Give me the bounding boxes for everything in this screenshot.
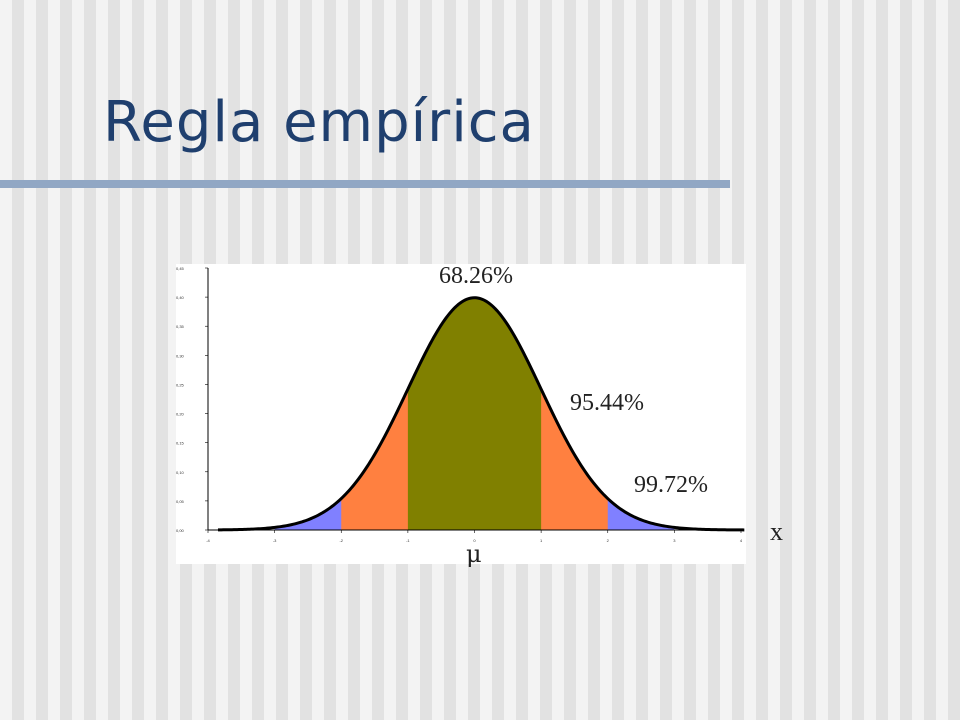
y-tick-label: 0,25 — [176, 382, 185, 387]
x-tick-label: -4 — [206, 538, 210, 543]
x-tick-label: 2 — [607, 538, 610, 543]
x-tick-label: -2 — [339, 538, 343, 543]
y-tick-label: 0,20 — [176, 412, 185, 417]
y-tick-label: 0,40 — [176, 295, 185, 300]
y-tick-label: 0,10 — [176, 470, 185, 475]
normal-curve — [217, 296, 745, 532]
y-tick-label: 0,30 — [176, 353, 185, 358]
y-tick-label: 0,00 — [176, 528, 185, 533]
band-within-1-sd — [407, 297, 542, 530]
x-tick-label: 1 — [540, 538, 543, 543]
y-axis-ticks: 0,00 0,05 0,10 0,15 0,20 0,25 0,30 0,35 0,40 0,45 — [176, 266, 208, 533]
y-tick-label: 0,05 — [176, 499, 185, 504]
title-underline — [0, 180, 730, 188]
x-axis-label: x — [770, 517, 783, 546]
label-99-percent: 99.72% — [634, 472, 708, 498]
mean-label: μ — [466, 540, 482, 568]
label-95-percent: 95.44% — [570, 390, 644, 416]
x-axis-ticks: -4 -3 -2 -1 0 1 2 3 4 — [206, 530, 743, 543]
x-tick-label: -1 — [406, 538, 410, 543]
x-tick-label: 3 — [673, 538, 676, 543]
chart-regions — [274, 297, 675, 530]
y-tick-label: 0,45 — [176, 266, 185, 271]
y-tick-label: 0,15 — [176, 441, 185, 446]
x-tick-label: 0 — [473, 538, 476, 543]
x-tick-label: 4 — [740, 538, 743, 543]
label-68-percent: 68.26% — [439, 263, 513, 289]
x-tick-label: -3 — [273, 538, 277, 543]
slide-title: Regla empírica — [103, 90, 535, 155]
y-tick-label: 0,35 — [176, 324, 185, 329]
